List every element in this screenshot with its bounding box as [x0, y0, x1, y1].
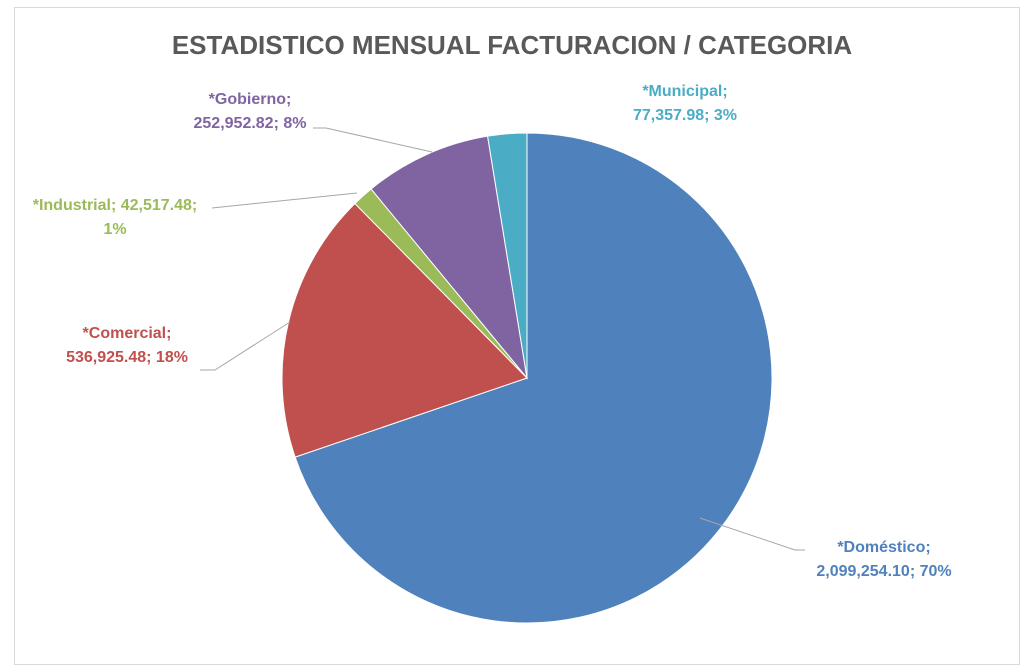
- pie-slice: [370, 135, 528, 380]
- leader-line: [211, 192, 358, 209]
- chart-title: ESTADISTICO MENSUAL FACTURACION / CATEGO…: [172, 30, 853, 60]
- data-label: *Municipal;: [642, 83, 727, 100]
- leader-line: [200, 321, 291, 371]
- pie-slice: [487, 132, 528, 379]
- data-label: 536,925.48; 18%: [66, 349, 188, 366]
- data-label: 1%: [103, 221, 126, 238]
- leader-line: [313, 127, 433, 153]
- data-label: 2,099,254.10; 70%: [816, 563, 951, 580]
- data-label: *Industrial; 42,517.48;: [33, 197, 198, 214]
- data-label: 77,357.98; 3%: [633, 107, 737, 124]
- data-label: *Gobierno;: [209, 91, 292, 108]
- pie-slice: [281, 202, 528, 458]
- leader-line: [699, 517, 805, 551]
- data-label: 252,952.82; 8%: [194, 115, 307, 132]
- pie-slice: [294, 132, 773, 624]
- data-label: *Doméstico;: [837, 539, 930, 556]
- data-label: *Comercial;: [83, 325, 172, 342]
